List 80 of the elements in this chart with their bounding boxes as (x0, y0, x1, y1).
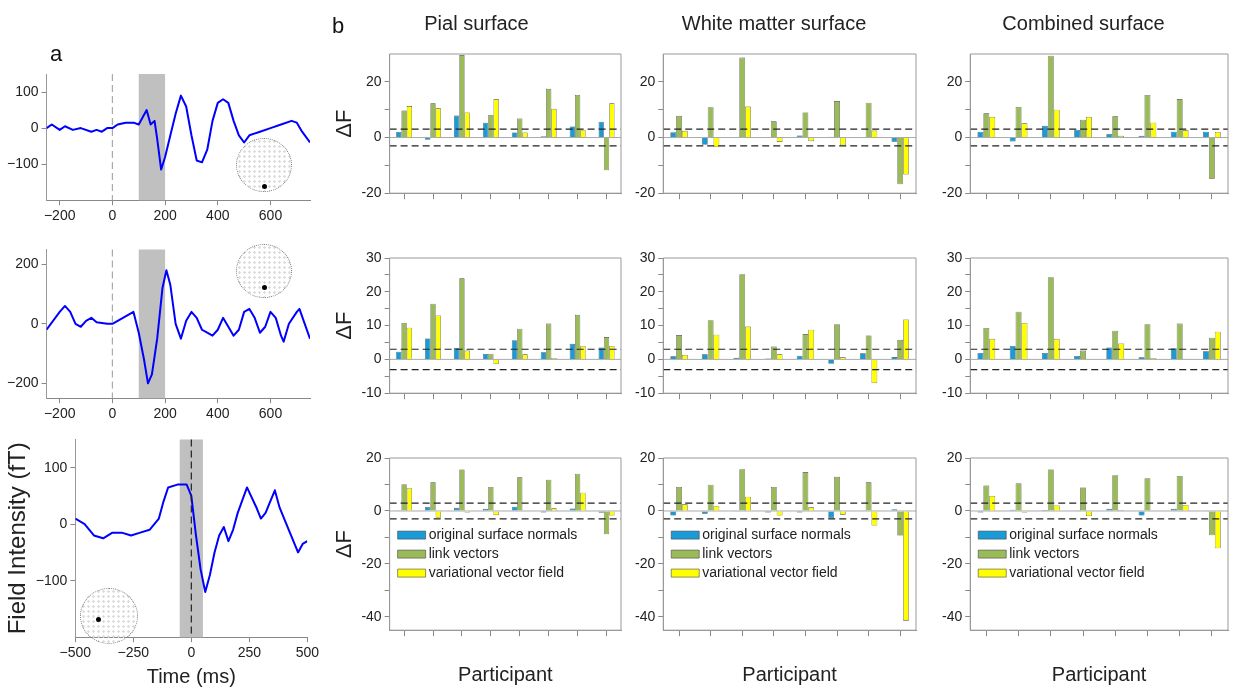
y-tick-label: 30 (366, 248, 382, 265)
x-axis-title: Participant (458, 662, 553, 685)
y-axis-title: ΔF (331, 530, 357, 559)
x-tick-label: 600 (258, 207, 283, 224)
legend-label: original surface normals (1009, 525, 1158, 542)
x-tick-label: −250 (117, 644, 150, 661)
x-tick-label: 200 (153, 405, 177, 422)
x-axis-title: Participant (742, 662, 838, 685)
y-tick-label: 10 (639, 316, 656, 333)
y-axis-title: ΔF (331, 109, 357, 138)
y-tick-label: 0 (954, 350, 963, 367)
y-tick-label: −100 (6, 155, 39, 171)
y-tick-label: 20 (639, 448, 656, 465)
x-tick-label: −500 (59, 644, 92, 661)
y-tick-label: 20 (946, 448, 963, 465)
legend-label: link vectors (428, 544, 499, 561)
y-tick-label: -20 (635, 554, 656, 571)
y-tick-label: 10 (366, 316, 382, 333)
y-tick-label: 200 (15, 255, 39, 272)
y-tick-label: 20 (639, 72, 656, 89)
legend-label: link vectors (702, 544, 773, 561)
y-tick-label: 20 (366, 72, 382, 89)
x-axis-title: Time (ms) (146, 664, 236, 687)
y-tick-label: 0 (647, 128, 656, 145)
text: b (332, 13, 345, 39)
text: a (50, 41, 63, 67)
y-tick-label: -20 (942, 554, 963, 571)
y-axis-title: ΔF (331, 311, 357, 340)
y-tick-label: 100 (15, 82, 39, 99)
y-tick-label: 0 (373, 128, 382, 145)
y-tick-label: 0 (647, 350, 656, 367)
x-tick-label: 600 (258, 405, 283, 422)
legend-label: variational vector field (1009, 563, 1145, 580)
y-tick-label: 0 (373, 350, 382, 367)
y-tick-label: -20 (361, 184, 382, 201)
y-tick-label: -40 (942, 607, 963, 624)
chart-title: White matter surface (681, 11, 867, 34)
x-axis-title: Participant (1051, 662, 1147, 685)
y-tick-label: 20 (946, 282, 963, 299)
x-tick-label: 0 (187, 644, 196, 661)
y-tick-label: 0 (647, 501, 656, 518)
x-tick-label: 500 (295, 644, 320, 661)
x-tick-label: 250 (237, 644, 262, 661)
y-tick-label: −100 (35, 571, 68, 588)
y-tick-label: 0 (59, 515, 68, 532)
x-tick-label: 0 (108, 405, 117, 422)
legend-label: original surface normals (702, 525, 851, 542)
y-tick-label: -10 (635, 384, 656, 401)
legend-label: link vectors (1009, 544, 1080, 561)
y-axis-title: Field Intensity (fT) (3, 442, 31, 635)
y-tick-label: 20 (639, 282, 656, 299)
y-tick-label: 0 (373, 501, 382, 518)
y-tick-label: 30 (946, 248, 963, 265)
y-tick-label: 0 (954, 501, 963, 518)
legend-label: variational vector field (702, 563, 838, 580)
y-tick-label: 0 (954, 128, 963, 145)
x-tick-label: 200 (153, 207, 177, 224)
y-tick-label: 10 (946, 316, 963, 333)
y-tick-label: -10 (361, 384, 382, 401)
y-tick-label: -20 (361, 554, 382, 571)
y-tick-label: 0 (30, 314, 39, 331)
y-tick-label: -20 (635, 184, 656, 201)
chart-title: Combined surface (1002, 11, 1165, 34)
y-tick-label: 30 (639, 248, 656, 265)
y-tick-label: 100 (43, 458, 68, 475)
x-tick-label: 0 (108, 207, 117, 224)
y-tick-label: -20 (942, 184, 963, 201)
legend-label: original surface normals (428, 525, 578, 542)
y-tick-label: 20 (946, 72, 963, 89)
chart-title: Pial surface (424, 11, 529, 34)
legend-label: variational vector field (428, 563, 565, 580)
y-tick-label: -40 (361, 607, 382, 624)
y-tick-label: 20 (366, 448, 382, 465)
y-tick-label: 20 (366, 282, 382, 299)
x-tick-label: 400 (206, 405, 230, 422)
x-tick-label: 400 (206, 207, 230, 224)
y-tick-label: 0 (30, 118, 39, 135)
y-tick-label: -40 (635, 607, 656, 624)
y-tick-label: -10 (942, 384, 963, 401)
y-tick-label: −200 (6, 374, 39, 391)
